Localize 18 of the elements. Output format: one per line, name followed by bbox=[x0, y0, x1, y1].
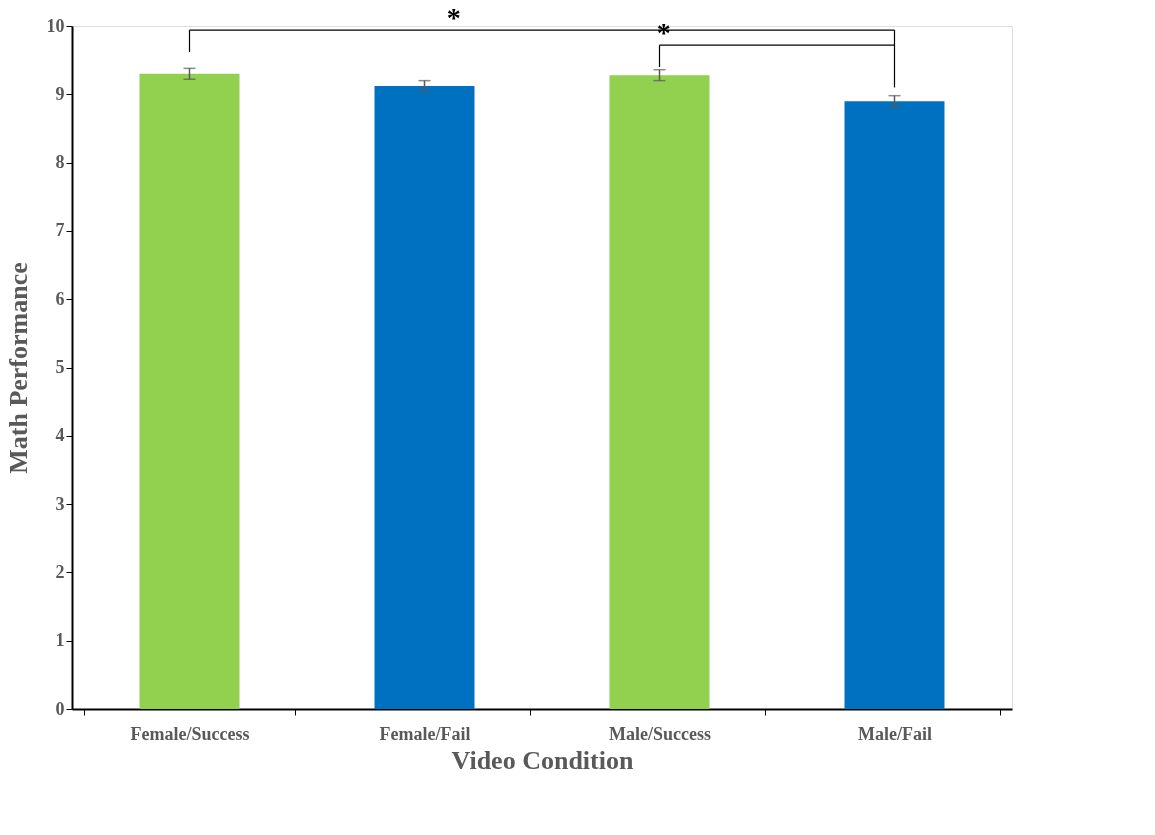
x-axis-title: Video Condition bbox=[451, 745, 634, 775]
annotation: * bbox=[446, 2, 461, 34]
y-tick-label: 1 bbox=[55, 630, 65, 651]
y-tick-label: 5 bbox=[55, 357, 65, 377]
y-tick-label: 10 bbox=[46, 15, 65, 36]
y-axis-title: Math Performance bbox=[3, 262, 33, 474]
y-tick-label: 0 bbox=[55, 698, 65, 719]
x-tick-label: Female/Success bbox=[130, 723, 250, 744]
y-tick-label: 2 bbox=[55, 561, 65, 582]
y-tick-label: 8 bbox=[55, 152, 65, 173]
y-tick-label: 6 bbox=[55, 288, 65, 309]
y-tick-label: 3 bbox=[55, 493, 65, 514]
x-tick-label: Female/Fail bbox=[379, 723, 471, 744]
y-tick-label: 4 bbox=[55, 425, 65, 446]
x-tick-label: Male/Success bbox=[609, 723, 711, 744]
y-tick-label: 7 bbox=[55, 220, 65, 241]
y-tick-label: 9 bbox=[55, 83, 65, 104]
x-tick-label: Male/Fail bbox=[858, 723, 932, 744]
